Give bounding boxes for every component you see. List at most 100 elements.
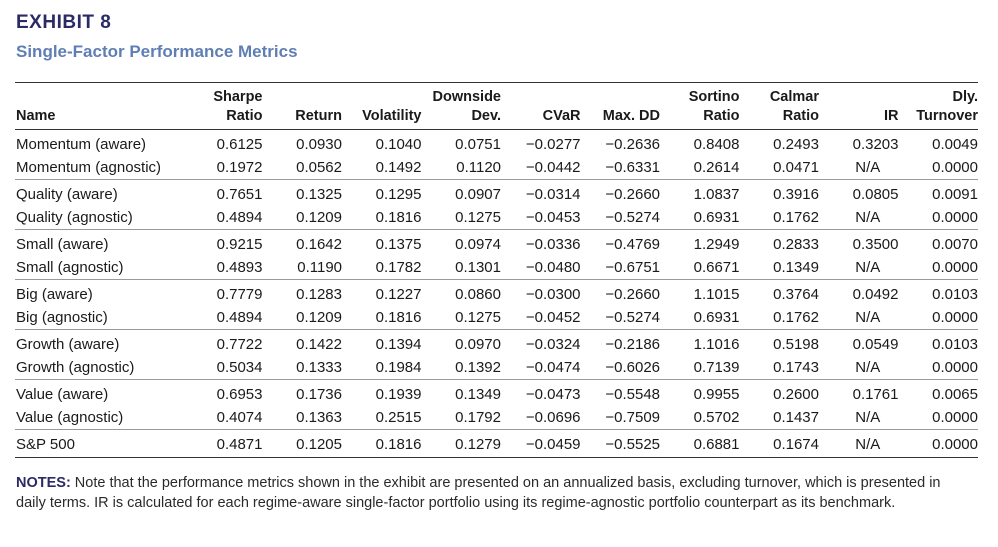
table-cell: 1.2949 (693, 236, 740, 254)
column-header-line-2: Ratio (703, 108, 740, 124)
row-name-cell: Quality (agnostic) (16, 208, 133, 226)
table-cell: −0.2660 (605, 186, 660, 204)
table-cell: 0.7779 (216, 286, 263, 304)
notes: NOTES: Note that the performance metrics… (16, 474, 971, 513)
row-name-cell: Small (aware) (16, 236, 109, 254)
column-header-line-1 (501, 88, 581, 107)
table-cell: 0.4894 (216, 208, 263, 226)
column-header: IR (819, 83, 899, 130)
table-cell: 0.9955 (693, 386, 740, 404)
table-cell: 0.1227 (375, 286, 422, 304)
table-row: Growth (aware) 0.7722 0.1422 0.1394 0.0970 −0… (15, 330, 978, 357)
table-cell: −0.0474 (525, 358, 581, 376)
table-cell: 0.5034 (216, 358, 263, 376)
table-cell: 0.1736 (296, 386, 342, 404)
column-header: Volatility (342, 83, 422, 130)
table-cell: 0.1392 (455, 358, 501, 376)
table-cell: N/A (855, 258, 881, 276)
table-cell: 0.0070 (932, 236, 978, 254)
table-cell: 0.1363 (296, 408, 342, 426)
column-header: CVaR (501, 83, 581, 130)
table-cell: 0.1816 (375, 436, 422, 454)
table-row: Growth (agnostic) 0.5034 0.1333 0.1984 0.139… (15, 357, 978, 380)
table-cell: 0.1984 (375, 358, 422, 376)
table-cell: 0.0860 (455, 286, 501, 304)
column-header-line-2: Return (295, 108, 342, 124)
table-cell: 0.4871 (216, 436, 263, 454)
table-cell: 0.0065 (932, 386, 978, 404)
table-cell: 0.4893 (216, 258, 263, 276)
column-header: Sortino Ratio (660, 83, 740, 130)
table-cell: 0.1325 (296, 186, 342, 204)
table-row: Quality (aware) 0.7651 0.1325 0.1295 0.0907 −… (15, 180, 978, 207)
table-cell: 0.0000 (932, 308, 978, 326)
column-header: Return (263, 83, 342, 130)
table-cell: 0.1762 (773, 308, 819, 326)
table-cell: 0.0049 (932, 136, 978, 154)
table-cell: 0.6931 (693, 208, 740, 226)
table-cell: 0.0492 (852, 286, 899, 304)
table-cell: 0.0000 (932, 158, 978, 176)
table-cell: −0.6331 (605, 158, 660, 176)
table-cell: 0.1642 (296, 236, 342, 254)
table-cell: −0.2660 (605, 286, 660, 304)
notes-label: NOTES: (16, 475, 71, 491)
column-header: Downside Dev. (422, 83, 501, 130)
table-row: Momentum (aware) 0.6125 0.0930 0.1040 0.0751… (15, 130, 978, 157)
row-name-cell: Momentum (aware) (16, 136, 147, 154)
column-header-line-2: Ratio (226, 108, 263, 124)
table-cell: 0.6881 (693, 436, 740, 454)
table-cell: −0.0336 (525, 236, 581, 254)
table-cell: 0.1209 (296, 308, 342, 326)
table-row: Big (agnostic) 0.4894 0.1209 0.1816 0.1275 −0… (15, 307, 978, 330)
table-cell: 0.0751 (455, 136, 501, 154)
table-cell: N/A (855, 308, 881, 326)
table-cell: 1.1016 (693, 336, 740, 354)
column-header-line-2: CVaR (542, 108, 581, 124)
column-header-line-2: IR (884, 108, 899, 124)
table-cell: 0.1792 (455, 408, 501, 426)
table-header: Name Sharpe Ratio Return Volatility Downsid… (15, 82, 978, 130)
table-cell: −0.0473 (525, 386, 581, 404)
table-cell: −0.5548 (605, 386, 660, 404)
column-header-line-2: Dev. (471, 108, 501, 124)
table-cell: 1.0837 (693, 186, 740, 204)
table-cell: N/A (855, 208, 881, 226)
table-row: Small (aware) 0.9215 0.1642 0.1375 0.0974 −0.… (15, 230, 978, 257)
table-cell: −0.7509 (605, 408, 660, 426)
table-cell: 0.2600 (773, 386, 819, 404)
row-name-cell: Small (agnostic) (16, 258, 124, 276)
table-cell: 0.8408 (693, 136, 740, 154)
table-cell: 0.7651 (216, 186, 263, 204)
column-header: Max. DD (581, 83, 660, 130)
column-header-line-2: Volatility (362, 108, 422, 124)
table-cell: 0.1209 (296, 208, 342, 226)
table-cell: 0.1120 (456, 158, 501, 176)
table-cell: 0.1939 (375, 386, 422, 404)
column-header: Dly. Turnover (899, 83, 978, 130)
column-header-line-1 (819, 88, 899, 107)
table-cell: 0.1301 (455, 258, 501, 276)
table-row: Small (agnostic) 0.4893 0.1190 0.1782 0.1301… (15, 257, 978, 280)
column-header: Sharpe Ratio (183, 83, 263, 130)
table-cell: 0.6671 (693, 258, 740, 276)
table-row: Big (aware) 0.7779 0.1283 0.1227 0.0860 −0.03… (15, 280, 978, 307)
table-cell: 0.0970 (455, 336, 501, 354)
metrics-table: Name Sharpe Ratio Return Volatility Downsid… (15, 82, 978, 458)
column-header-line-1: Calmar (769, 89, 819, 105)
column-header-line-1: Sharpe (213, 89, 263, 105)
table-cell: 0.1349 (455, 386, 501, 404)
table-cell: 0.0000 (932, 258, 978, 276)
table-row: Momentum (agnostic) 0.1972 0.0562 0.1492 0.1… (15, 157, 978, 180)
table-cell: 0.2493 (773, 136, 819, 154)
table-cell: 0.1394 (375, 336, 422, 354)
table-cell: 0.2833 (773, 236, 819, 254)
table-cell: 0.4894 (216, 308, 263, 326)
table-row-group: Big (aware) 0.7779 0.1283 0.1227 0.0860 −0.03… (15, 280, 978, 330)
table-cell: N/A (855, 358, 881, 376)
table-cell: 0.1762 (773, 208, 819, 226)
column-header-line-1: Downside (432, 89, 501, 105)
table-cell: −0.6751 (605, 258, 660, 276)
table-cell: −0.2186 (605, 336, 660, 354)
table-cell: −0.0314 (525, 186, 581, 204)
